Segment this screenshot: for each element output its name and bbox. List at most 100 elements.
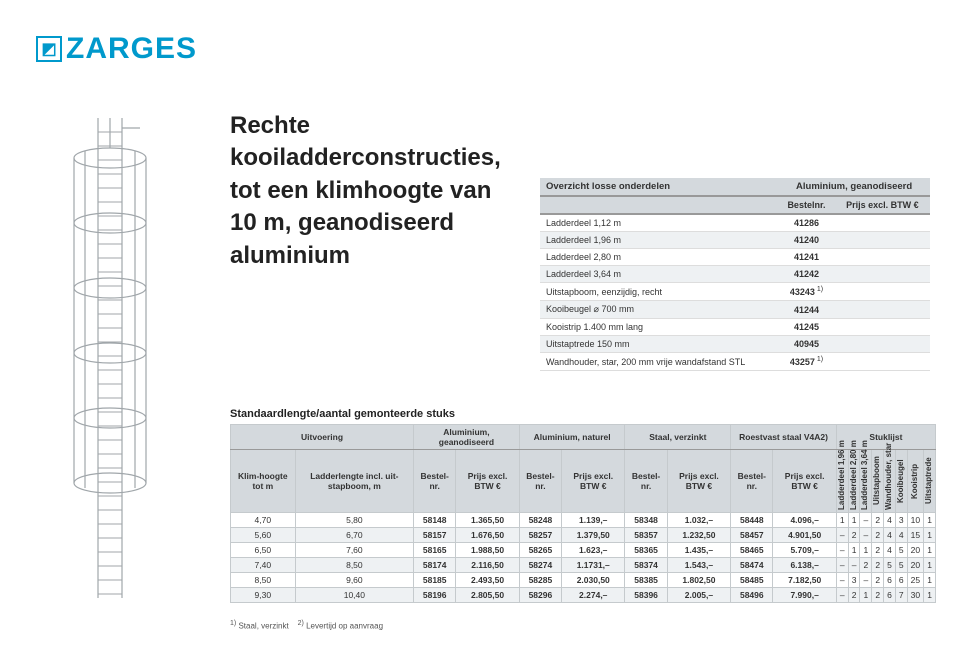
cell: 58348 [625, 513, 667, 528]
part-bestelnr: 41242 [778, 266, 834, 283]
cell: 58496 [731, 588, 773, 603]
col-uitstapboom: Uitstapboom [872, 450, 884, 513]
cell: 4 [895, 528, 907, 543]
cell: 58257 [519, 528, 561, 543]
cell: 4 [884, 528, 896, 543]
cell: 1.676,50 [456, 528, 519, 543]
cell: 58385 [625, 573, 667, 588]
col-ld364: Ladderdeel 3,64 m [860, 450, 872, 513]
grp-rvs: Roestvast staal V4A2) [731, 425, 837, 450]
cell: 58457 [731, 528, 773, 543]
cell: 1.232,50 [667, 528, 730, 543]
cell: 1 [924, 588, 936, 603]
cell: 4.901,50 [773, 528, 836, 543]
main-row: 8,509,60581852.493,50582852.030,50583851… [231, 573, 936, 588]
part-prijs [835, 319, 930, 336]
col-bestelnr-2: Bestel-nr. [519, 450, 561, 513]
cell: 1.543,– [667, 558, 730, 573]
cell: 58274 [519, 558, 561, 573]
cell: 1 [924, 528, 936, 543]
main-table: Uitvoering Aluminium, geanodiseerd Alumi… [230, 424, 936, 603]
part-prijs [835, 232, 930, 249]
cell: 58474 [731, 558, 773, 573]
cell: – [836, 558, 848, 573]
cell: 1 [848, 513, 860, 528]
cell: – [836, 588, 848, 603]
cell: 10,40 [295, 588, 413, 603]
cell: 58357 [625, 528, 667, 543]
parts-row: Ladderdeel 3,64 m41242 [540, 266, 930, 283]
part-bestelnr: 41240 [778, 232, 834, 249]
cell: 2 [848, 528, 860, 543]
col-kooistrip: Kooistrip [907, 450, 923, 513]
grp-uitvoering: Uitvoering [231, 425, 414, 450]
cell: 58165 [414, 543, 456, 558]
cell: 1 [924, 543, 936, 558]
cell: 4 [884, 543, 896, 558]
cell: 2 [872, 588, 884, 603]
part-prijs [835, 336, 930, 353]
cell: – [836, 573, 848, 588]
cell: 5,60 [231, 528, 296, 543]
main-row: 4,705,80581481.365,50582481.139,–583481.… [231, 513, 936, 528]
cell: 2 [872, 528, 884, 543]
cell: – [836, 528, 848, 543]
cell: 1.1731,– [562, 558, 625, 573]
col-prijs: Prijs excl. BTW € [835, 196, 930, 214]
cell: 8,50 [231, 573, 296, 588]
cell: 5,80 [295, 513, 413, 528]
cell: 1.802,50 [667, 573, 730, 588]
parts-row: Kooibeugel ⌀ 700 mm41244 [540, 301, 930, 319]
col-bestelnr-3: Bestel-nr. [625, 450, 667, 513]
cell: 7.990,– [773, 588, 836, 603]
cell: 2.005,– [667, 588, 730, 603]
cell: 2 [872, 558, 884, 573]
product-illustration [60, 118, 160, 598]
cell: 2.493,50 [456, 573, 519, 588]
cell: 2 [872, 513, 884, 528]
col-klimhoogte: Klim-hoogte tot m [231, 450, 296, 513]
grp-alu-gean: Aluminium, geanodiseerd [414, 425, 520, 450]
part-bestelnr: 40945 [778, 336, 834, 353]
cell: 2.116,50 [456, 558, 519, 573]
cell: 58296 [519, 588, 561, 603]
cell: 1.988,50 [456, 543, 519, 558]
footnotes: 1) Staal, verzinkt 2) Levertijd op aanvr… [230, 620, 383, 631]
cell: 1 [924, 558, 936, 573]
cell: 58248 [519, 513, 561, 528]
cell: 3 [848, 573, 860, 588]
cell: 6 [895, 573, 907, 588]
cell: 1.032,– [667, 513, 730, 528]
cell: 58448 [731, 513, 773, 528]
cell: 5.709,– [773, 543, 836, 558]
part-prijs [835, 214, 930, 232]
cell: – [860, 513, 872, 528]
cell: 6 [884, 573, 896, 588]
cell: 9,30 [231, 588, 296, 603]
cell: 1.623,– [562, 543, 625, 558]
cell: 6.138,– [773, 558, 836, 573]
part-name: Wandhouder, star, 200 mm vrije wandafsta… [540, 353, 778, 371]
cell: – [836, 543, 848, 558]
part-name: Ladderdeel 1,96 m [540, 232, 778, 249]
cell: 58265 [519, 543, 561, 558]
cell: 1.435,– [667, 543, 730, 558]
cell: 6,50 [231, 543, 296, 558]
main-table-caption: Standaardlengte/aantal gemonteerde stuks [230, 408, 455, 420]
part-bestelnr: 41244 [778, 301, 834, 319]
cell: 1 [836, 513, 848, 528]
col-prijs-2: Prijs excl. BTW € [562, 450, 625, 513]
cell: 20 [907, 543, 923, 558]
part-prijs [835, 301, 930, 319]
cell: 7,40 [231, 558, 296, 573]
cell: 5 [884, 558, 896, 573]
part-name: Kooibeugel ⌀ 700 mm [540, 301, 778, 319]
cell: 1 [924, 573, 936, 588]
cell: 1 [860, 543, 872, 558]
cell: 5 [895, 543, 907, 558]
cell: 2 [872, 573, 884, 588]
main-row: 9,3010,40581962.805,50582962.274,–583962… [231, 588, 936, 603]
cell: – [860, 528, 872, 543]
grp-alu-nat: Aluminium, naturel [519, 425, 625, 450]
main-row: 5,606,70581571.676,50582571.379,50583571… [231, 528, 936, 543]
